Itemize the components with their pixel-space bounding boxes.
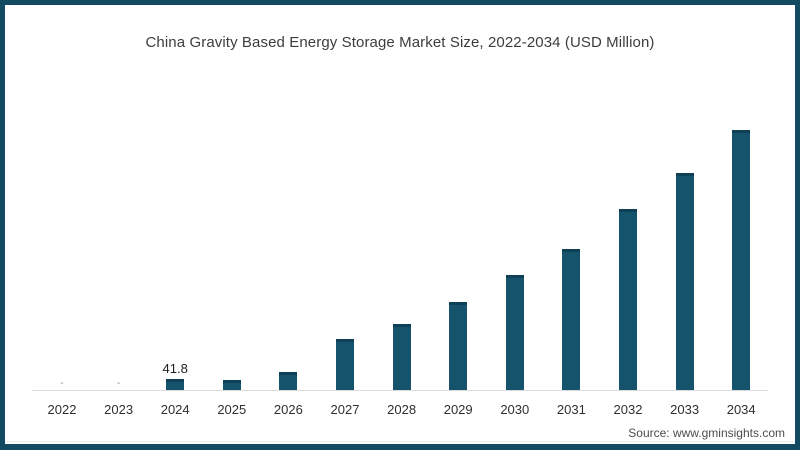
bar-2031	[562, 249, 581, 390]
x-tick-label-2023: 2023	[104, 402, 134, 417]
x-tick-label-2029: 2029	[443, 402, 473, 417]
bar-dash-label-2022: -	[60, 378, 64, 389]
x-tick-label-2034: 2034	[726, 402, 756, 417]
bar-2030	[505, 275, 524, 390]
source-text: Source: www.gminsights.com	[628, 426, 785, 440]
chart-title: China Gravity Based Energy Storage Marke…	[145, 34, 655, 51]
bar-value-label-2024: 41.8	[162, 360, 188, 376]
x-axis-line	[32, 390, 768, 391]
x-tick-label-2024: 2024	[160, 402, 190, 417]
x-tick-label-2028: 2028	[387, 402, 417, 417]
x-tick-label-2026: 2026	[273, 402, 303, 417]
x-tick-label-2025: 2025	[217, 402, 247, 417]
bar-2033	[675, 172, 694, 390]
bar-2032	[619, 208, 637, 390]
bar-2024	[166, 378, 185, 390]
bar-2028	[392, 323, 411, 390]
bar-2025	[222, 379, 241, 390]
bar-2027	[336, 339, 354, 390]
x-tick-label-2027: 2027	[330, 402, 360, 417]
bar-2034	[732, 129, 751, 390]
x-tick-label-2032: 2032	[613, 402, 643, 417]
bar-2029	[449, 302, 468, 390]
x-tick-label-2031: 2031	[556, 402, 586, 417]
x-tick-label-2033: 2033	[670, 402, 700, 417]
bar-dash-label-2023: -	[116, 378, 121, 389]
bar-2026	[279, 372, 298, 390]
footer-divider	[5, 441, 795, 442]
x-tick-label-2030: 2030	[500, 402, 530, 417]
x-tick-label-2022: 2022	[47, 402, 77, 417]
